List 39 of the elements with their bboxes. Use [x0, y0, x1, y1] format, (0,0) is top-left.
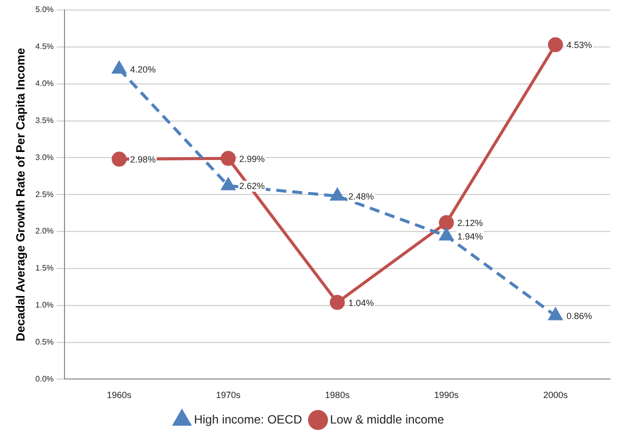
data-label: 2.99% [239, 154, 265, 164]
y-tick-label: 1.5% [35, 264, 54, 273]
y-tick-label: 1.0% [35, 300, 54, 310]
legend-label: High income: OECD [194, 412, 302, 426]
data-label: 2.62% [239, 181, 265, 192]
point [330, 294, 345, 310]
x-tick-label: 1960s [106, 390, 132, 400]
point [222, 178, 235, 190]
y-tick-label: 3.0% [35, 152, 54, 162]
point [548, 37, 563, 52]
y-tick-label: 2.5% [35, 190, 54, 199]
y-tick-label: 3.5% [35, 116, 54, 125]
point [330, 188, 344, 201]
point [112, 62, 126, 74]
data-label: 1.94% [457, 231, 483, 242]
data-label: 1.04% [348, 298, 374, 308]
x-tick-label: 1990s [434, 390, 460, 400]
point [112, 152, 127, 167]
point [440, 228, 454, 240]
x-tick-label: 1980s [325, 390, 350, 400]
y-tick-label: 4.0% [35, 79, 54, 88]
x-tick-label: 2000s [543, 390, 568, 400]
point [548, 308, 562, 320]
data-label: 4.53% [566, 40, 592, 50]
y-tick-label: 0.0% [35, 374, 54, 384]
data-label: 2.48% [348, 192, 374, 202]
legend-label: Low & middle income [330, 412, 444, 426]
y-tick-label: 5.0% [35, 5, 54, 14]
point [220, 150, 236, 166]
y-axis-title: Decadal Average Growth Rate of Per Capita Income [14, 48, 28, 342]
data-label: 4.20% [130, 64, 156, 75]
y-tick-label: 0.5% [35, 337, 54, 346]
y-tick-label: 2.0% [35, 226, 54, 236]
data-label: 2.12% [457, 218, 483, 228]
point [438, 215, 454, 230]
data-label: 0.86% [566, 311, 592, 322]
x-tick-label: 1970s [216, 390, 241, 400]
y-tick-label: 4.5% [35, 42, 54, 52]
data-label: 2.98% [130, 154, 156, 165]
